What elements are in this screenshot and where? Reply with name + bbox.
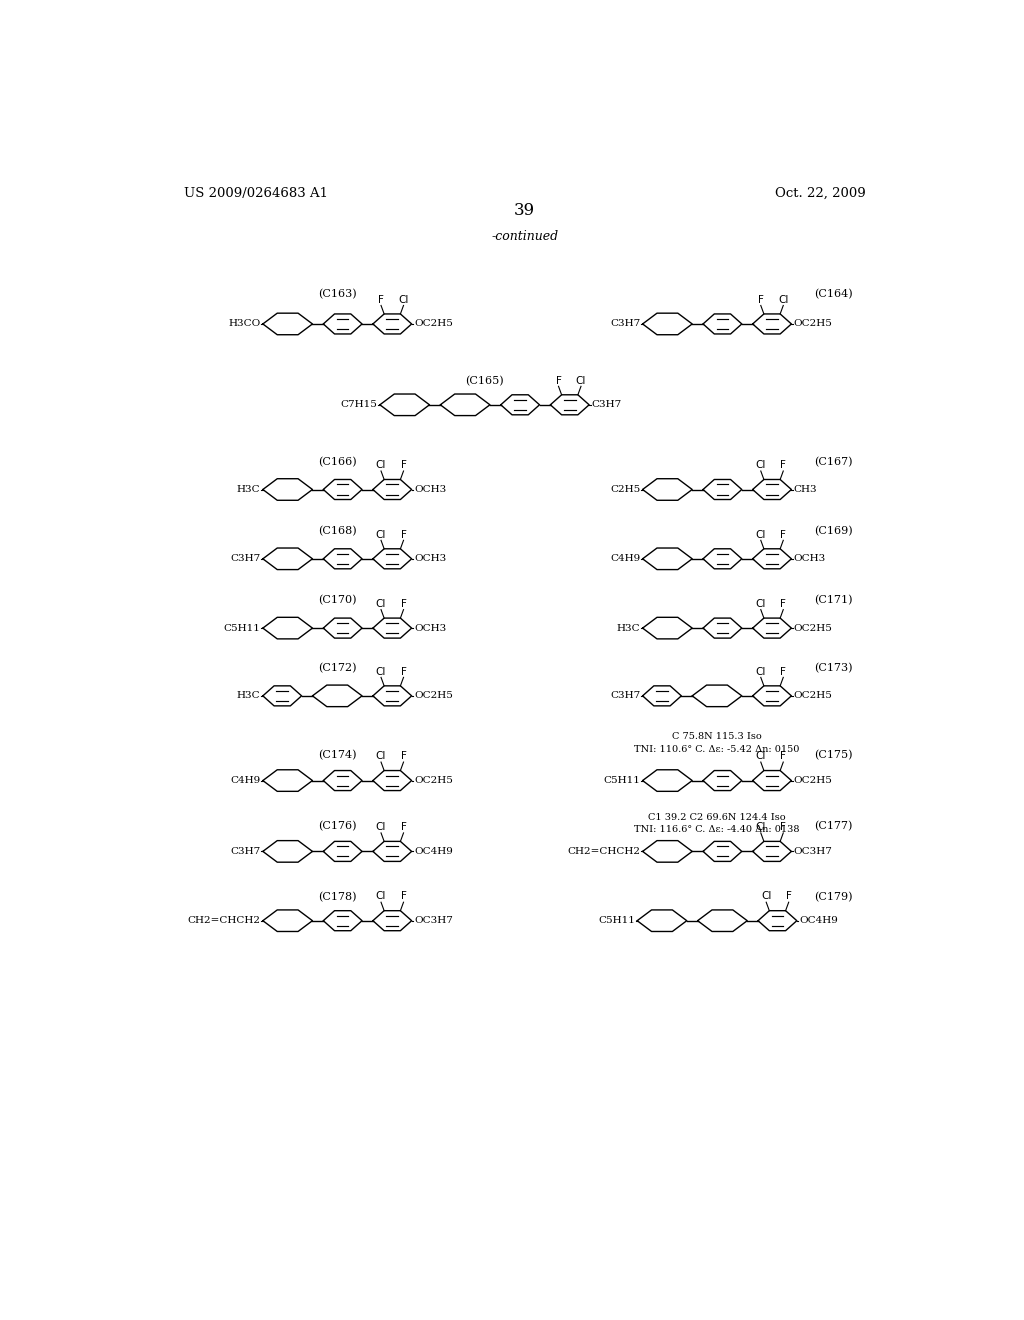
Text: C5H11: C5H11	[598, 916, 635, 925]
Text: F: F	[758, 294, 764, 305]
Text: Cl: Cl	[376, 461, 386, 470]
Text: (C179): (C179)	[814, 891, 853, 902]
Text: F: F	[780, 529, 786, 540]
Text: C4H9: C4H9	[230, 776, 260, 785]
Text: C1 39.2 C2 69.6N 124.4 Iso
TNI: 116.6° C. Δε: -4.40 Δn: 0138: C1 39.2 C2 69.6N 124.4 Iso TNI: 116.6° C…	[634, 813, 800, 834]
Text: F: F	[780, 822, 786, 832]
Text: (C170): (C170)	[318, 595, 356, 606]
Text: Cl: Cl	[756, 822, 766, 832]
Text: OC2H5: OC2H5	[794, 319, 833, 329]
Text: Cl: Cl	[376, 599, 386, 609]
Text: (C176): (C176)	[318, 821, 356, 830]
Text: Oct. 22, 2009: Oct. 22, 2009	[775, 186, 866, 199]
Text: (C172): (C172)	[318, 663, 356, 673]
Text: F: F	[400, 822, 407, 832]
Text: Cl: Cl	[376, 751, 386, 762]
Text: C3H7: C3H7	[610, 692, 640, 701]
Text: (C168): (C168)	[317, 525, 356, 536]
Text: C3H7: C3H7	[592, 400, 622, 409]
Text: Cl: Cl	[756, 529, 766, 540]
Text: Cl: Cl	[398, 294, 409, 305]
Text: F: F	[780, 667, 786, 677]
Text: F: F	[400, 529, 407, 540]
Text: Cl: Cl	[778, 294, 788, 305]
Text: (C173): (C173)	[814, 663, 853, 673]
Text: OC2H5: OC2H5	[414, 776, 453, 785]
Text: OC4H9: OC4H9	[799, 916, 838, 925]
Text: C3H7: C3H7	[230, 847, 260, 855]
Text: (C167): (C167)	[814, 457, 853, 467]
Text: OC2H5: OC2H5	[794, 623, 833, 632]
Text: OC3H7: OC3H7	[414, 916, 453, 925]
Text: F: F	[400, 891, 407, 902]
Text: C3H7: C3H7	[230, 554, 260, 564]
Text: F: F	[780, 751, 786, 762]
Text: (C164): (C164)	[814, 289, 853, 300]
Text: H3C: H3C	[616, 623, 640, 632]
Text: Cl: Cl	[761, 891, 771, 902]
Text: Cl: Cl	[376, 891, 386, 902]
Text: F: F	[556, 376, 561, 385]
Text: F: F	[780, 599, 786, 609]
Text: F: F	[785, 891, 792, 902]
Text: (C178): (C178)	[318, 891, 356, 902]
Text: CH2=CHCH2: CH2=CHCH2	[567, 847, 640, 855]
Text: US 2009/0264683 A1: US 2009/0264683 A1	[183, 186, 328, 199]
Text: (C169): (C169)	[814, 525, 853, 536]
Text: H3CO: H3CO	[228, 319, 260, 329]
Text: (C165): (C165)	[465, 376, 504, 387]
Text: C4H9: C4H9	[610, 554, 640, 564]
Text: -continued: -continued	[492, 231, 558, 243]
Text: C3H7: C3H7	[610, 319, 640, 329]
Text: F: F	[400, 461, 407, 470]
Text: OC2H5: OC2H5	[794, 692, 833, 701]
Text: H3C: H3C	[237, 484, 260, 494]
Text: (C177): (C177)	[814, 821, 852, 830]
Text: Cl: Cl	[376, 822, 386, 832]
Text: Cl: Cl	[376, 667, 386, 677]
Text: Cl: Cl	[575, 376, 586, 385]
Text: C2H5: C2H5	[610, 484, 640, 494]
Text: (C175): (C175)	[814, 750, 853, 760]
Text: (C163): (C163)	[317, 289, 356, 300]
Text: (C166): (C166)	[317, 457, 356, 467]
Text: OCH3: OCH3	[794, 554, 826, 564]
Text: Cl: Cl	[756, 751, 766, 762]
Text: H3C: H3C	[237, 692, 260, 701]
Text: F: F	[400, 599, 407, 609]
Text: OCH3: OCH3	[414, 484, 446, 494]
Text: OC4H9: OC4H9	[414, 847, 453, 855]
Text: F: F	[400, 667, 407, 677]
Text: OC2H5: OC2H5	[794, 776, 833, 785]
Text: OC2H5: OC2H5	[414, 319, 453, 329]
Text: C7H15: C7H15	[341, 400, 378, 409]
Text: OCH3: OCH3	[414, 554, 446, 564]
Text: CH2=CHCH2: CH2=CHCH2	[187, 916, 260, 925]
Text: F: F	[378, 294, 384, 305]
Text: C5H11: C5H11	[603, 776, 640, 785]
Text: F: F	[780, 461, 786, 470]
Text: (C171): (C171)	[814, 595, 853, 606]
Text: Cl: Cl	[756, 461, 766, 470]
Text: OC3H7: OC3H7	[794, 847, 833, 855]
Text: Cl: Cl	[376, 529, 386, 540]
Text: Cl: Cl	[756, 667, 766, 677]
Text: OC2H5: OC2H5	[414, 692, 453, 701]
Text: C5H11: C5H11	[223, 623, 260, 632]
Text: CH3: CH3	[794, 484, 817, 494]
Text: F: F	[400, 751, 407, 762]
Text: 39: 39	[514, 202, 536, 219]
Text: OCH3: OCH3	[414, 623, 446, 632]
Text: (C174): (C174)	[318, 750, 356, 760]
Text: Cl: Cl	[756, 599, 766, 609]
Text: C 75.8N 115.3 Iso
TNI: 110.6° C. Δε: -5.42 Δn: 0150: C 75.8N 115.3 Iso TNI: 110.6° C. Δε: -5.…	[634, 733, 800, 754]
